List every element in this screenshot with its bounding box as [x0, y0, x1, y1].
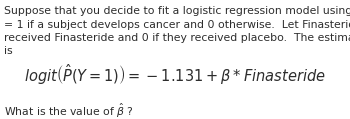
Text: What is the value of $\hat{\beta}$ ?: What is the value of $\hat{\beta}$ ?	[4, 102, 134, 119]
Text: $\mathit{logit}\left(\hat{P}(Y = 1)\right) = -1.131 + \beta * \mathit{Finasterid: $\mathit{logit}\left(\hat{P}(Y = 1)\righ…	[24, 62, 326, 87]
Text: = 1 if a subject develops cancer and 0 otherwise.  Let Finasteride = 1 if a subj: = 1 if a subject develops cancer and 0 o…	[4, 20, 350, 30]
Text: is: is	[4, 47, 13, 57]
Text: received Finasteride and 0 if they received placebo.  The estimated logistic mod: received Finasteride and 0 if they recei…	[4, 33, 350, 43]
Text: Suppose that you decide to fit a logistic regression model using these data.  Le: Suppose that you decide to fit a logisti…	[4, 6, 350, 16]
